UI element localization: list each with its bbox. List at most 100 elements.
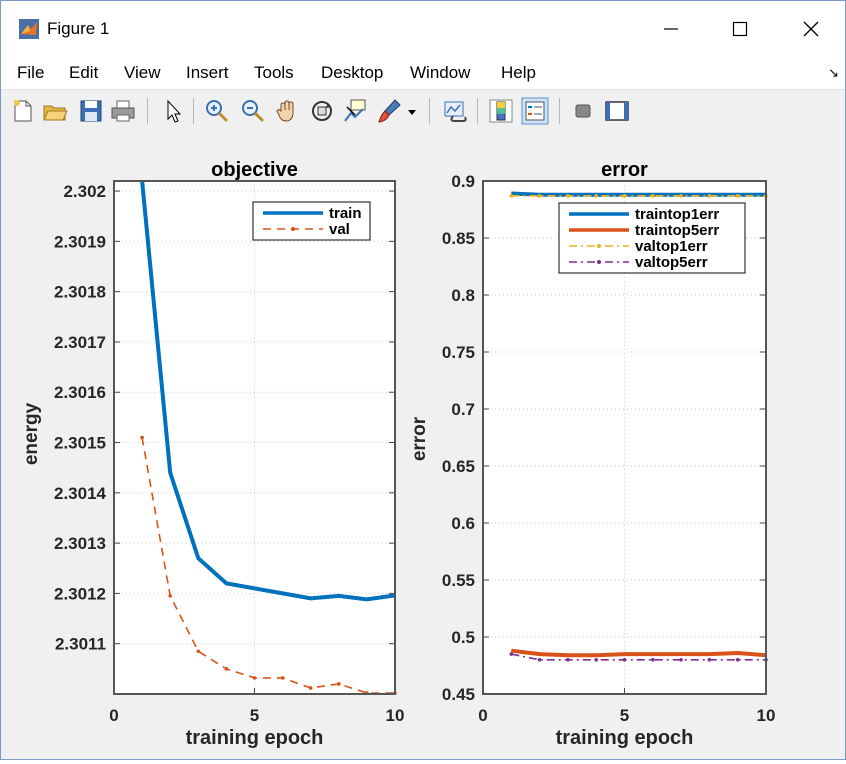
data-point-valtop1err [679,194,683,198]
legend-label-traintop1err: traintop1err [635,206,719,223]
y-tick-label: 2.3017 [54,333,106,352]
matlab-logo-icon [19,19,39,39]
menu-window[interactable]: Window [410,63,471,82]
toolbar-separator [429,98,430,124]
menu-edit[interactable]: Edit [69,63,99,82]
data-point-valtop5err [651,658,655,662]
series-line-valtop5err [511,653,766,661]
menu-view[interactable]: View [124,63,161,82]
data-cursor-icon[interactable] [341,97,369,125]
data-point-valtop5err [594,658,598,662]
maximize-icon [732,21,748,37]
legend-icon[interactable] [521,97,549,125]
y-tick-label: 2.3012 [54,584,106,603]
save-icon[interactable] [77,97,105,125]
edit-plot-icon[interactable] [159,97,187,125]
menu-bar: File Edit View Insert Tools Desktop Wind… [1,59,845,87]
data-point-valtop5err [735,658,740,662]
figure-plots: 2.3011 2.3012 2.3013 2.3014 2.3015 2.3016 2.30… [21,159,776,749]
x-tick-label: 10 [757,706,776,725]
data-point-val [308,686,313,690]
menu-file[interactable]: File [17,63,45,82]
data-point-val [337,682,341,686]
menu-desktop[interactable]: Desktop [321,63,384,82]
toolbar-separator [477,98,478,124]
menu-insert[interactable]: Insert [186,63,229,82]
legend-label-valtop1err: valtop1err [635,238,708,255]
data-point-valtop1err [594,194,598,198]
error-axes [482,180,768,695]
y-tick-label: 2.3011 [55,635,106,654]
data-point-valtop1err [509,194,514,198]
x-tick-label: 5 [250,706,259,725]
series-line-train [140,180,396,602]
hide-plot-tools-icon[interactable] [569,97,597,125]
toolbar-separator [193,98,194,124]
y-tick-label: 2.3015 [54,434,106,453]
x-tick-label: 5 [620,706,629,725]
data-point-valtop1err [622,194,627,198]
y-tick-label: 2.3019 [54,232,106,251]
dock-arrow-icon[interactable]: ↘ [828,65,839,80]
close-button[interactable] [789,11,833,47]
objective-axes [113,180,397,695]
series-line-val [141,437,395,694]
menu-tools[interactable]: Tools [254,63,294,82]
series-line-traintop1err [511,191,766,197]
y-tick-label: 0.75 [442,343,475,362]
axes-box [113,180,396,695]
menu-help[interactable]: Help [501,63,536,82]
data-point-valtop1err [566,194,570,198]
data-point-valtop1err [651,194,655,198]
legend-marker [597,260,601,264]
minimize-button[interactable] [649,11,693,47]
rotate-3d-icon[interactable] [308,97,336,125]
link-plot-icon[interactable] [441,97,469,125]
y-tick-label: 2.3013 [54,534,106,553]
brush-icon[interactable] [375,97,403,125]
show-plot-tools-icon[interactable] [603,97,631,125]
data-point-val [196,649,201,654]
x-tick-label: 10 [386,706,405,725]
legend-marker [597,244,601,248]
data-point-val [252,676,257,680]
data-point-valtop5err [566,658,570,662]
zoom-in-icon[interactable] [203,97,231,125]
chart-title: objective [211,159,298,181]
legend-label-valtop5err: valtop5err [635,254,708,271]
data-point-valtop1err [707,194,712,198]
figure-toolbar [1,89,845,133]
maximize-button[interactable] [718,11,762,47]
print-icon[interactable] [109,97,137,125]
y-tick-label: 2.3016 [54,383,106,402]
open-file-icon[interactable] [41,97,69,125]
brush-dropdown-icon[interactable] [404,97,420,125]
pan-icon[interactable] [273,97,301,125]
legend-label-traintop5err: traintop5err [635,222,719,239]
colorbar-icon[interactable] [487,97,515,125]
y-tick-label: 0.5 [451,628,475,647]
legend-marker [291,227,295,231]
data-point-valtop5err [509,652,514,656]
y-tick-label: 0.55 [442,571,475,590]
x-tick-label: 0 [109,706,118,725]
title-bar: Figure 1 [1,1,845,57]
x-tick-label: 0 [478,706,487,725]
y-tick-label: 0.8 [451,286,475,305]
y-tick-label: 0.45 [442,685,475,704]
data-point-valtop5err [707,658,712,662]
x-axis-label: training epoch [186,727,324,749]
minimize-icon [664,28,678,30]
data-point-val [280,676,285,680]
y-tick-label: 2.3014 [54,484,107,503]
y-tick-label: 0.85 [442,229,475,248]
y-tick-label: 0.65 [442,457,475,476]
y-tick-label: 2.3018 [54,283,106,302]
figure-canvas: 2.3011 2.3012 2.3013 2.3014 2.3015 2.3016 2.30… [1,132,845,759]
zoom-out-icon[interactable] [239,97,267,125]
y-tick-label: 0.6 [451,514,475,533]
data-point-valtop5err [679,658,683,662]
y-axis-label: energy [21,402,42,465]
new-figure-icon[interactable] [9,97,37,125]
